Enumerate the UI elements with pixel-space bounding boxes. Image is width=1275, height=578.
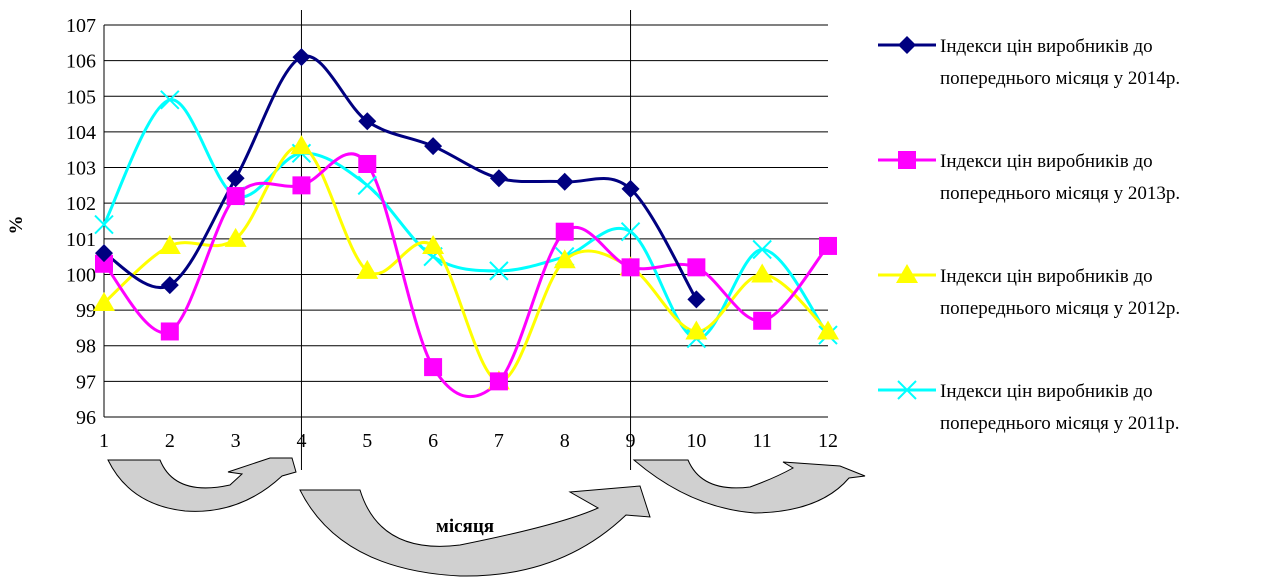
series-3-point-10: [752, 239, 772, 260]
x-tick-label-6: 7: [494, 430, 504, 452]
y-axis-title: %: [6, 216, 27, 235]
series-0-point-6: [489, 169, 508, 188]
legend-marker-0: [898, 36, 916, 54]
y-tick-label-1: 97: [76, 371, 96, 393]
series-2-point-2: [224, 227, 247, 247]
y-tick-label-9: 105: [66, 86, 96, 108]
legend-label-0-line1: Індекси цін виробників до: [940, 36, 1153, 57]
legend-label-1-line1: Індекси цін виробників до: [940, 151, 1153, 172]
legend-label-2-line2: попереднього місяця у 2012р.: [940, 298, 1180, 319]
x-tick-label-10: 11: [753, 430, 772, 452]
series-1-point-6: [489, 372, 508, 391]
x-tick-label-0: 1: [99, 430, 109, 452]
y-tick-label-5: 101: [66, 229, 96, 251]
x-tick-label-2: 3: [231, 430, 241, 452]
legend-label-0-line2: попереднього місяця у 2014р.: [940, 68, 1180, 89]
series-2-point-9: [685, 320, 708, 340]
series-3-point-1: [160, 90, 180, 110]
series-line-3: [102, 98, 830, 341]
series-2-point-3: [290, 135, 313, 155]
series-line-1: [102, 152, 830, 399]
series-1-point-0: [95, 254, 113, 273]
series-3-point-0: [94, 214, 114, 235]
x-tick-label-1: 2: [165, 430, 175, 452]
x-tick-label-3: 4: [296, 430, 306, 452]
legend: Індекси цін виробників до попереднього мі…: [878, 36, 1180, 434]
series-1-point-10: [753, 311, 772, 330]
series-2-point-11: [817, 320, 839, 340]
cycle-arrow-3: [632, 459, 866, 514]
y-tick-label-3: 99: [76, 300, 96, 322]
y-tick-label-2: 98: [76, 336, 96, 358]
series-0-point-8: [621, 179, 640, 198]
y-tick-label-10: 106: [66, 51, 96, 73]
series-1-point-2: [226, 187, 245, 206]
y-tick-label-7: 103: [66, 158, 96, 180]
legend-marker-3: [897, 380, 917, 400]
series-0-point-9: [687, 290, 706, 309]
y-tick-label-11: 107: [66, 15, 96, 37]
series-2-point-0: [93, 291, 115, 311]
y-tick-label-0: 96: [76, 407, 96, 429]
y-tick-labels: 96 97 98 99 100 101 102 103 104 105 106 107: [66, 15, 96, 429]
series-1-point-9: [687, 258, 706, 277]
axes: [103, 10, 828, 470]
series-1-point-3: [292, 176, 311, 195]
series-3-point-8: [620, 221, 641, 242]
legend-label-2-line1: Індекси цін виробників до: [940, 266, 1153, 287]
x-tick-label-11: 12: [818, 430, 838, 452]
series-0-point-2: [226, 169, 245, 188]
cycle-arrow-1: [107, 457, 297, 512]
cycle-arrow-2: [299, 485, 651, 577]
series-0-point-3: [292, 48, 311, 67]
annotation-arrows: [107, 457, 866, 577]
series-1-point-5: [424, 358, 443, 377]
y-tick-label-8: 104: [66, 122, 96, 144]
legend-label-1-line2: попереднього місяця у 2013р.: [940, 183, 1180, 204]
series-2-point-10: [751, 263, 774, 283]
series-1-point-1: [160, 322, 179, 341]
series-1-point-11: [819, 236, 837, 255]
series-1-point-8: [621, 258, 640, 277]
legend-marker-1: [898, 151, 916, 169]
series-markers: [93, 48, 839, 391]
legend-label-3-line2: попереднього місяця у 2011р.: [940, 413, 1179, 434]
series-0-point-0: [95, 244, 113, 263]
gridlines: [104, 24, 828, 418]
series-3-point-6: [489, 261, 509, 281]
series-line-0: [103, 54, 698, 301]
series-0-point-1: [160, 276, 179, 295]
series-2-point-7: [553, 249, 576, 269]
series-0-point-7: [555, 172, 574, 191]
x-tick-label-5: 6: [428, 430, 438, 452]
series-2-point-4: [356, 259, 379, 279]
x-tick-labels: 1 2 3 4 5 6 7 8 9 10 11 12: [99, 430, 838, 452]
series-3-point-4: [357, 175, 377, 196]
x-tick-label-8: 9: [626, 430, 636, 452]
series-2-point-1: [158, 234, 181, 254]
legend-label-3-line1: Індекси цін виробників до: [940, 381, 1153, 402]
series-1-point-7: [555, 222, 574, 241]
series-0-point-4: [358, 112, 377, 131]
series-0-point-5: [424, 137, 443, 156]
x-tick-label-4: 5: [362, 430, 372, 452]
x-tick-label-7: 8: [560, 430, 570, 452]
series-1-point-4: [358, 154, 377, 173]
legend-marker-2: [896, 264, 918, 283]
series-2-point-5: [422, 234, 445, 254]
x-axis-title: місяця: [436, 516, 494, 537]
y-tick-label-4: 100: [66, 264, 96, 286]
x-tick-label-9: 10: [686, 430, 706, 452]
y-tick-label-6: 102: [66, 193, 96, 215]
